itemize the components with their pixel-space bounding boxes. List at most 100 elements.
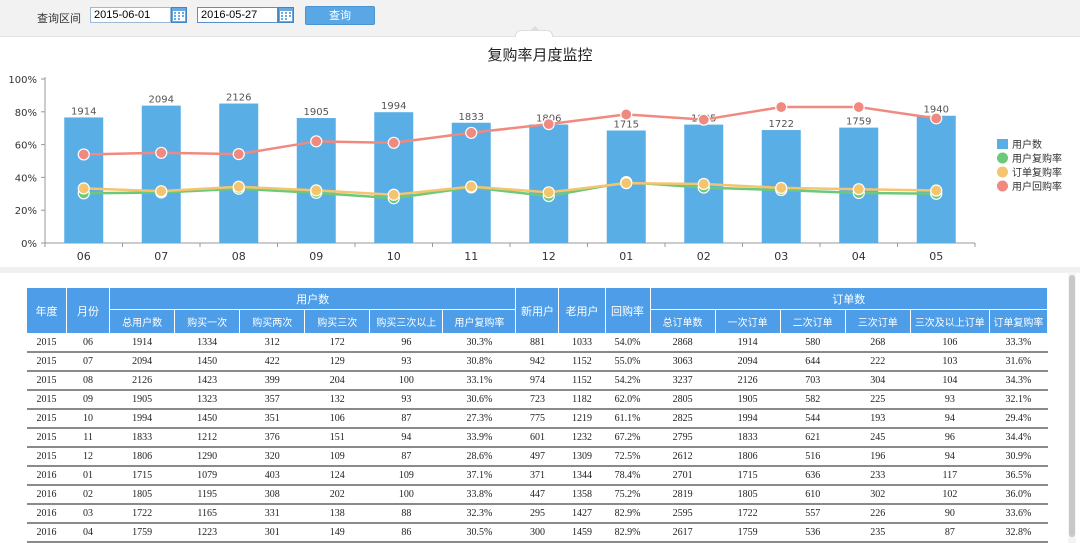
table-cell: 32.8%: [989, 523, 1048, 543]
table-cell: 172: [304, 333, 370, 353]
table-cell: 295: [515, 504, 559, 524]
table-cell: 193: [845, 409, 911, 429]
table-cell: 516: [780, 447, 846, 467]
query-range-label: 查询区间: [37, 12, 81, 25]
series-point-1: [310, 184, 323, 197]
x-tick-label: 07: [154, 250, 168, 263]
table-cell: 106: [304, 409, 370, 429]
table-cell: 225: [845, 390, 911, 410]
table-cell: 1195: [174, 485, 240, 505]
table-cell: 245: [845, 428, 911, 448]
table-row: 2015 06 1914 1334 312 172 96 30.3% 881 1033 54.0% 2…: [26, 333, 1048, 353]
query-button[interactable]: 查询: [305, 6, 375, 25]
table-row: 2016 01 1715 1079 403 124 109 37.1% 371 1344 78.4%…: [26, 466, 1048, 486]
table-cell: 33.1%: [442, 371, 516, 391]
table-cell: 644: [780, 352, 846, 372]
series-point-1: [387, 188, 400, 201]
table-cell: 497: [515, 447, 559, 467]
series-point-2: [155, 146, 168, 159]
table-cell: 1914: [715, 333, 781, 353]
table-cell: 94: [910, 409, 990, 429]
bar-10: [374, 112, 414, 243]
table-cell: 96: [369, 333, 443, 353]
table-row: 2015 12 1806 1290 320 109 87 28.6% 497 1309 72.5% 2…: [26, 447, 1048, 467]
scrollbar-thumb[interactable]: [1069, 275, 1075, 537]
table-cell: 100: [369, 371, 443, 391]
chart-panel: 复购率月度监控 0% 20% 40% 60% 80% 100% 1914 2094 2126 190…: [0, 37, 1080, 267]
table-cell: 55.0%: [605, 352, 651, 372]
table-cell: 132: [304, 390, 370, 410]
table-cell: 2701: [650, 466, 716, 486]
table-cell: 1232: [558, 428, 605, 448]
table-cell: 2595: [650, 504, 716, 524]
col-year-header: 年度: [25, 287, 68, 334]
legend-swatch: [997, 166, 1008, 178]
series-point-2: [775, 100, 788, 114]
bar-value-label: 1833: [459, 112, 484, 123]
calendar-icon[interactable]: [278, 7, 294, 23]
table-cell: 86: [369, 523, 443, 543]
sub-header-cell: 订单复购率: [988, 309, 1049, 334]
table-cell: 1152: [558, 371, 605, 391]
end-date-input[interactable]: [197, 7, 278, 23]
bar-value-label: 1715: [614, 119, 639, 130]
table-cell: 08: [66, 371, 110, 391]
sub-header-cell: 购买三次: [304, 309, 371, 334]
table-cell: 94: [910, 447, 990, 467]
table-cell: 196: [845, 447, 911, 467]
table-cell: 62.0%: [605, 390, 651, 410]
bar-value-label: 1940: [924, 105, 949, 116]
table-cell: 93: [369, 352, 443, 372]
x-tick-label: 02: [697, 250, 711, 263]
users-group-header: 用户数: [109, 287, 517, 310]
orders-group-header: 订单数: [649, 287, 1049, 310]
table-cell: 2016: [26, 504, 67, 524]
start-date-input[interactable]: [90, 7, 171, 23]
series-point-1: [852, 183, 865, 196]
table-cell: 2094: [715, 352, 781, 372]
table-cell: 1152: [558, 352, 605, 372]
table-row: 2015 08 2126 1423 399 204 100 33.1% 974 1152 54.2%…: [26, 371, 1048, 391]
table-cell: 1033: [558, 333, 605, 353]
table-cell: 226: [845, 504, 911, 524]
table-cell: 703: [780, 371, 846, 391]
series-point-1: [930, 184, 943, 197]
table-cell: 544: [780, 409, 846, 429]
y-tick-label: 40%: [15, 173, 37, 184]
col-month-header: 月份: [66, 287, 111, 334]
data-table-wrapper: 年度 月份 用户数 新用户 老用户 回购率 订单数 总用户数 购买一次 购买两次 购买…: [25, 287, 1049, 543]
series-point-2: [620, 108, 633, 121]
series-point-1: [620, 177, 633, 190]
table-cell: 102: [910, 485, 990, 505]
x-tick-label: 12: [542, 250, 556, 263]
table-cell: 1344: [558, 466, 605, 486]
table-cell: 93: [369, 390, 443, 410]
table-cell: 36.0%: [989, 485, 1048, 505]
table-cell: 149: [304, 523, 370, 543]
table-cell: 2612: [650, 447, 716, 467]
table-cell: 2094: [109, 352, 175, 372]
table-cell: 32.1%: [989, 390, 1048, 410]
bar-06: [64, 117, 104, 243]
legend-label: 用户数: [1012, 138, 1042, 151]
table-row: 2016 04 1759 1223 301 149 86 30.5% 300 1459 82.9% 2…: [26, 523, 1048, 543]
table-cell: 1722: [715, 504, 781, 524]
collapse-toggle[interactable]: [515, 26, 553, 39]
table-cell: 2015: [26, 447, 67, 467]
bar-07: [141, 105, 181, 243]
x-tick-label: 10: [387, 250, 401, 263]
sub-header-cell: 用户复购率: [442, 309, 517, 334]
calendar-icon[interactable]: [171, 7, 187, 23]
series-point-2: [930, 112, 943, 125]
table-cell: 103: [910, 352, 990, 372]
table-cell: 308: [239, 485, 305, 505]
table-cell: 1722: [109, 504, 175, 524]
table-cell: 94: [369, 428, 443, 448]
table-cell: 320: [239, 447, 305, 467]
x-tick-label: 05: [929, 250, 943, 263]
table-cell: 32.3%: [442, 504, 516, 524]
table-cell: 72.5%: [605, 447, 651, 467]
table-cell: 1759: [109, 523, 175, 543]
table-cell: 610: [780, 485, 846, 505]
repurchase-table: 年度 月份 用户数 新用户 老用户 回购率 订单数 总用户数 购买一次 购买两次 购买…: [25, 287, 1049, 543]
